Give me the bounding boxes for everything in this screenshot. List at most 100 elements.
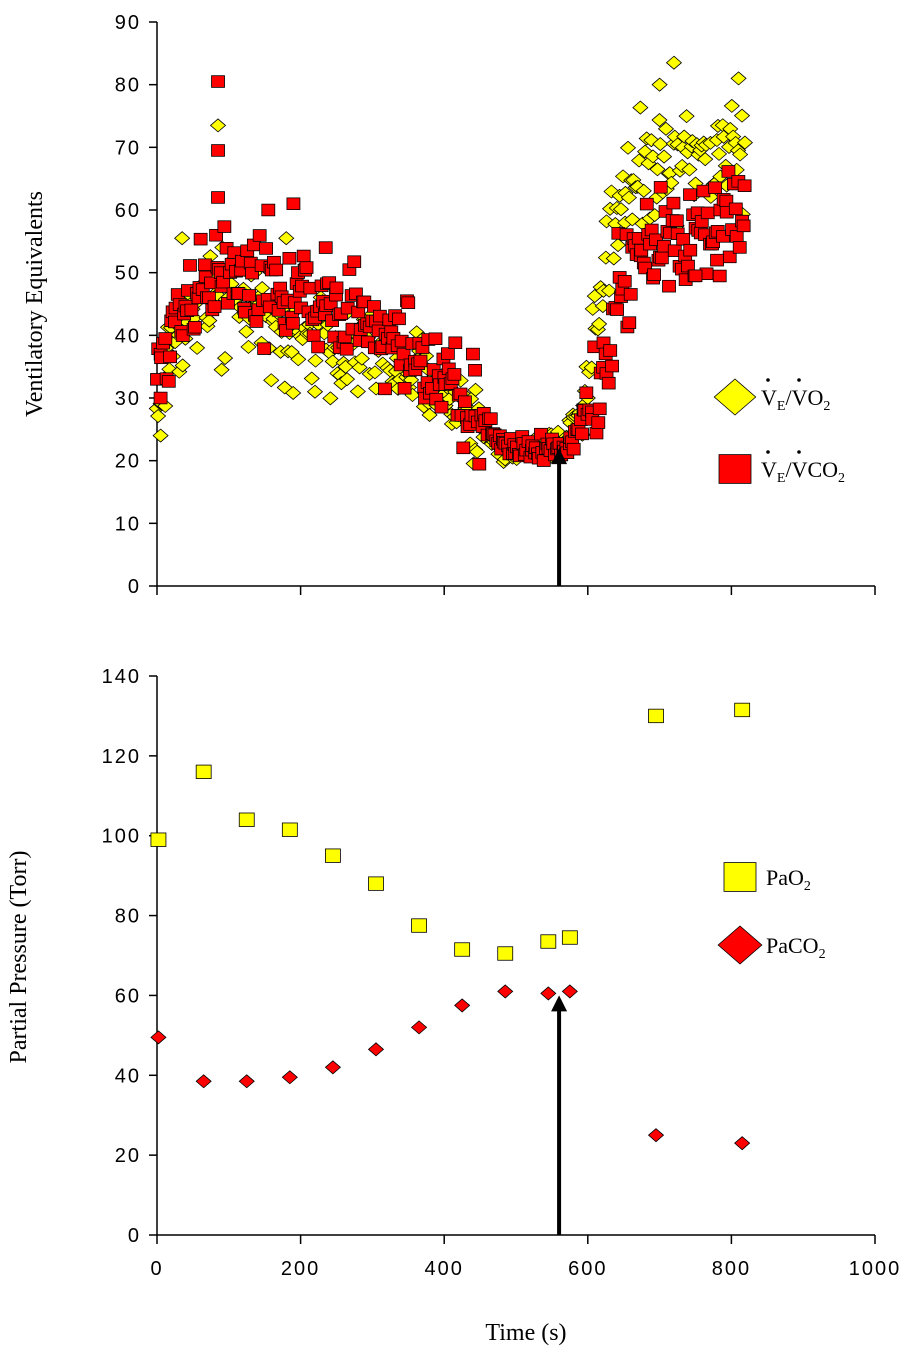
y-axis-title: Partial Pressure (Torr) (6, 851, 32, 1064)
data-point (349, 287, 363, 301)
data-point (211, 144, 225, 157)
legend-marker (723, 862, 757, 892)
data-point (617, 275, 632, 288)
data-point (648, 708, 664, 724)
data-point (603, 344, 618, 357)
data-point (158, 332, 173, 345)
legend-entry: VE/VCO2 (718, 450, 845, 486)
data-point (238, 324, 255, 339)
data-point (454, 998, 471, 1013)
data-point (318, 241, 333, 254)
data-point (238, 1074, 255, 1089)
annotation-arrow (551, 995, 568, 1235)
data-point (285, 385, 302, 401)
partial-pressure-panel: 0 20 40 60 80 100 120 140 0 200 400 600 800 1000 Parti… (6, 666, 899, 1346)
y-tick-label: 50 (115, 263, 141, 285)
data-point (213, 362, 230, 377)
legend-entry: PaCO2 (717, 925, 826, 965)
data-point (216, 351, 234, 366)
data-point (209, 118, 227, 133)
data-point (150, 409, 167, 424)
data-point (428, 332, 443, 345)
data-point (189, 340, 206, 355)
data-point (174, 358, 191, 373)
data-point (161, 375, 176, 388)
legend-marker (718, 454, 752, 484)
data-point (311, 340, 326, 354)
data-point (397, 381, 412, 395)
data-point (303, 371, 320, 386)
data-point (183, 259, 197, 272)
y-tick-label: 60 (115, 985, 141, 1007)
data-point (434, 400, 449, 414)
data-point (392, 312, 406, 326)
y-axis-title: Ventilatory Equivalents (22, 191, 48, 417)
data-point (263, 373, 280, 388)
data-point (306, 329, 321, 342)
data-point (150, 832, 167, 847)
data-point (238, 812, 255, 827)
data-point (678, 109, 695, 124)
data-point (733, 108, 751, 123)
data-point (411, 918, 427, 933)
data-point (598, 214, 615, 229)
series-square-points (150, 702, 751, 961)
data-point (339, 343, 354, 356)
data-point (721, 165, 736, 178)
x-tick-label: 200 (281, 1258, 320, 1280)
data-point (259, 242, 273, 255)
data-point (736, 219, 751, 233)
data-point (458, 395, 472, 408)
data-point (322, 391, 339, 406)
data-point (466, 347, 480, 361)
data-point (281, 1070, 298, 1085)
data-point (349, 384, 366, 399)
data-point (723, 98, 740, 113)
data-point (647, 1128, 665, 1143)
data-point (368, 876, 384, 891)
data-point (472, 457, 487, 471)
data-point (644, 149, 662, 164)
data-point (325, 848, 341, 863)
data-point (299, 261, 314, 274)
data-point (497, 984, 514, 999)
data-point (198, 258, 212, 271)
data-point (468, 364, 482, 377)
data-point (152, 428, 169, 443)
y-tick-label: 70 (115, 137, 141, 159)
data-point (710, 253, 724, 267)
data-point (396, 347, 411, 361)
data-point (696, 184, 711, 198)
legend-entry: VE/VO2 (713, 378, 830, 416)
data-point (421, 407, 438, 422)
data-point (651, 113, 668, 128)
y-tick-label: 0 (128, 1225, 141, 1247)
data-point (240, 339, 257, 354)
data-point (448, 336, 463, 349)
y-tick-label: 40 (115, 1065, 141, 1087)
data-point (175, 329, 190, 342)
data-point (579, 386, 594, 400)
data-point (622, 316, 637, 329)
data-point (337, 330, 352, 344)
data-point (261, 203, 276, 217)
x-tick-label: 400 (425, 1258, 464, 1280)
data-point (209, 228, 223, 242)
data-point (410, 1020, 428, 1035)
data-point (285, 317, 300, 330)
data-point (653, 181, 668, 194)
data-point (217, 220, 232, 233)
data-point (676, 233, 691, 246)
data-point (351, 360, 368, 375)
series-diamond-points (150, 984, 751, 1151)
x-axis-title: Time (s) (485, 1320, 566, 1346)
data-point (666, 196, 681, 210)
data-point (712, 269, 727, 283)
data-point (347, 255, 362, 268)
data-point (307, 353, 324, 368)
data-point (708, 181, 723, 194)
data-point (639, 197, 654, 211)
data-point (619, 140, 637, 155)
data-point (281, 822, 298, 837)
data-point (290, 352, 307, 367)
